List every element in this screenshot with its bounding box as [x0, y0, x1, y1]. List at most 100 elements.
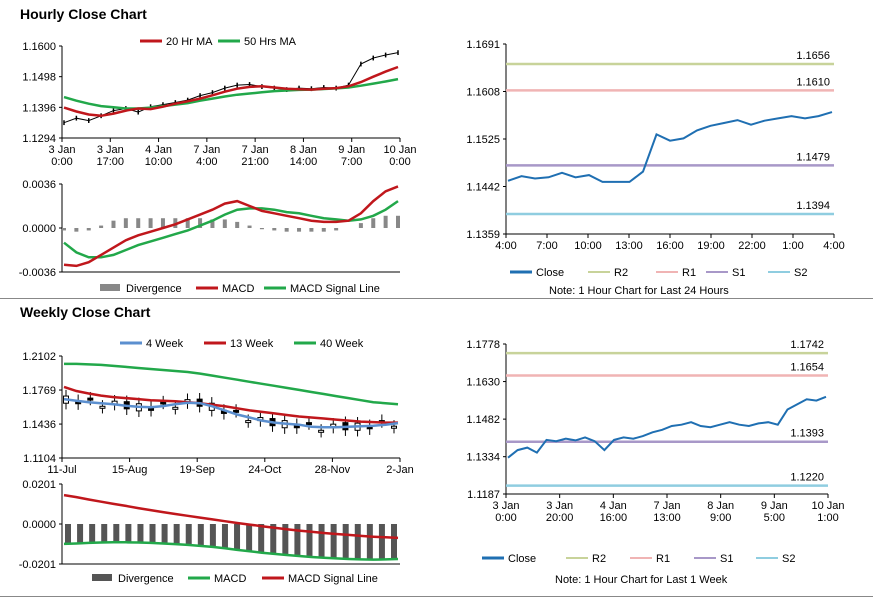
- weekly-price-legend-13week-label: 13 Week: [230, 338, 274, 350]
- weekly-levels-xtick-label: 5:00: [764, 512, 785, 524]
- weekly-macd-divergence-bar: [173, 524, 180, 545]
- hourly-levels-xtick-label: 7:00: [536, 240, 557, 252]
- weekly-levels-note: Note: 1 Hour Chart for Last 1 Week: [555, 574, 728, 586]
- hourly-macd-divergence-bar: [62, 228, 66, 231]
- weekly-macd-divergence-bar: [318, 524, 325, 558]
- hourly-levels-ytick-label: 1.1359: [466, 229, 500, 241]
- hourly-levels-legend-close-label: Close: [536, 267, 564, 279]
- weekly-macd-legend-divergence-label: Divergence: [118, 573, 174, 585]
- weekly-price-xtick-label: 24-Oct: [248, 464, 281, 476]
- weekly-levels-legend-s1-label: S1: [720, 553, 733, 565]
- weekly-levels-ytick-label: 1.1334: [466, 452, 500, 464]
- weekly-macd-divergence-bar: [330, 524, 337, 559]
- hourly-levels-xtick-label: 16:00: [656, 240, 684, 252]
- weekly-levels-xtick-label: 3 Jan: [493, 500, 520, 512]
- weekly-levels-level-s2-label: 1.1220: [790, 472, 824, 484]
- hourly-section-title: Hourly Close Chart: [20, 6, 147, 22]
- hourly-price-ytick-label: 1.1396: [22, 102, 56, 114]
- hourly-levels-level-s2-label: 1.1394: [796, 200, 830, 212]
- hourly-macd-ytick-label: 0.0036: [22, 179, 56, 191]
- weekly-levels-ytick-label: 1.1482: [466, 414, 500, 426]
- hourly-levels-xtick-label: 13:00: [615, 240, 643, 252]
- hourly-price-xtick-label: 14:00: [290, 156, 318, 168]
- weekly-levels-xtick-label: 3 Jan: [546, 500, 573, 512]
- weekly-price-candle-body: [391, 425, 397, 429]
- weekly-levels-level-r1-label: 1.1654: [790, 361, 824, 373]
- weekly-40-week-line: [64, 362, 399, 406]
- hourly-macd-legend-macd-label: MACD: [222, 283, 254, 295]
- hourly-macd-divergence-bar: [334, 228, 339, 231]
- hourly-macd-divergence-bar: [371, 218, 376, 228]
- weekly-price-candle-body: [160, 401, 167, 405]
- weekly-macd-divergence-bar: [77, 524, 84, 544]
- weekly-price-xtick-label: 11-Jul: [47, 464, 76, 476]
- hourly-macd-divergence-bar: [99, 225, 104, 228]
- hourly-macd-divergence-bar: [297, 228, 302, 232]
- hourly-price-xtick-label: 21:00: [241, 156, 269, 168]
- hourly-price-ytick-label: 1.1600: [22, 41, 56, 53]
- hourly-levels-ytick-label: 1.1608: [466, 87, 500, 99]
- hourly-macd-divergence-bar: [259, 228, 264, 230]
- hourly-price-xtick-label: 10 Jan: [383, 144, 416, 156]
- hourly-levels-ytick-label: 1.1525: [466, 134, 500, 146]
- hourly-price-legend-ma50-label: 50 Hrs MA: [244, 36, 297, 48]
- weekly-macd-ytick-label: 0.0201: [22, 479, 56, 491]
- weekly-levels-legend-s2-label: S2: [782, 553, 795, 565]
- weekly-macd-divergence-bar: [113, 524, 120, 543]
- weekly-macd-divergence-bar: [391, 524, 397, 560]
- weekly-macd-divergence-bar: [234, 524, 241, 550]
- hourly-macd-divergence-bar: [358, 223, 363, 228]
- hourly-price-ytick-label: 1.1294: [22, 133, 56, 145]
- hourly-macd-legend-divergence-label: Divergence: [126, 283, 182, 295]
- hourly-levels-level-s1-label: 1.1479: [796, 151, 830, 163]
- weekly-levels-xtick-label: 13:00: [653, 512, 681, 524]
- weekly-macd-divergence-bar: [209, 524, 216, 547]
- hourly-levels-legend-s1-label: S1: [732, 267, 745, 279]
- weekly-macd-divergence-bar: [306, 524, 313, 558]
- hourly-macd-legend-signal-label: MACD Signal Line: [290, 283, 380, 295]
- weekly-levels-xtick-label: 9 Jan: [761, 500, 788, 512]
- weekly-levels-xtick-label: 1:00: [817, 512, 838, 524]
- hourly-levels-legend-s2-label: S2: [794, 267, 807, 279]
- hourly-price-xtick-label: 4 Jan: [145, 144, 172, 156]
- hourly-price-xtick-label: 9 Jan: [338, 144, 365, 156]
- weekly-price-xtick-label: 15-Aug: [112, 464, 147, 476]
- hourly-macd-divergence-bar: [309, 228, 314, 232]
- hourly-levels-xtick-label: 19:00: [697, 240, 725, 252]
- hourly-macd-legend-divergence-swatch: [100, 284, 120, 291]
- hourly-levels-legend-r1-label: R1: [682, 267, 696, 279]
- weekly-macd-divergence-bar: [197, 524, 204, 546]
- weekly-levels-xtick-label: 8 Jan: [707, 500, 734, 512]
- hourly-macd-divergence-bar: [160, 218, 165, 228]
- hourly-price-xtick-label: 0:00: [389, 156, 410, 168]
- weekly-price-legend-40week-label: 40 Week: [320, 338, 364, 350]
- weekly-price-ytick-label: 1.1436: [22, 419, 56, 431]
- hourly-levels-ytick-label: 1.1691: [466, 39, 500, 51]
- hourly-macd-signal-line: [63, 200, 399, 259]
- hourly-ma20-line: [63, 65, 399, 118]
- weekly-macd-divergence-bar: [246, 524, 253, 552]
- weekly-macd-divergence-bar: [65, 524, 71, 544]
- weekly-macd-divergence-bar: [270, 524, 277, 554]
- weekly-price-ytick-label: 1.1104: [23, 453, 56, 465]
- weekly-levels-xtick-label: 20:00: [546, 512, 574, 524]
- hourly-levels-ytick-label: 1.1442: [466, 182, 500, 194]
- weekly-macd-divergence-bar: [137, 524, 144, 543]
- weekly-macd-divergence-bar: [89, 524, 96, 543]
- weekly-macd-ytick-label: 0.0000: [22, 519, 56, 531]
- hourly-levels-note: Note: 1 Hour Chart for Last 24 Hours: [549, 285, 729, 297]
- section-divider: [0, 298, 873, 299]
- weekly-macd-divergence-bar: [342, 524, 349, 560]
- weekly-macd-divergence-bar: [354, 524, 361, 560]
- hourly-price-xtick-label: 17:00: [97, 156, 125, 168]
- weekly-levels-xtick-label: 9:00: [710, 512, 731, 524]
- weekly-macd-divergence-bar: [258, 524, 265, 553]
- weekly-levels-legend-r1-label: R1: [656, 553, 670, 565]
- weekly-levels-close-line: [507, 395, 827, 459]
- weekly-macd-divergence-bar: [125, 524, 132, 543]
- hourly-macd-divergence-bar: [86, 228, 91, 231]
- weekly-levels-level-r2-label: 1.1742: [790, 339, 824, 351]
- hourly-macd-divergence-bar: [247, 225, 252, 228]
- weekly-levels-legend-close-label: Close: [508, 553, 536, 565]
